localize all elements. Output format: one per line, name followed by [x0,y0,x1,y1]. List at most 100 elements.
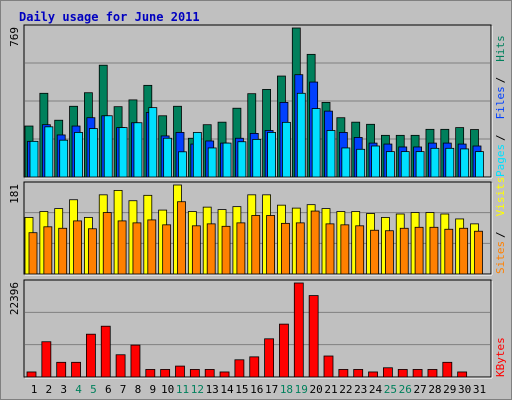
bar-sites-day-13 [206,223,216,275]
x-tick-label-25: 25 [384,383,397,396]
bar-pages-day-26 [400,151,410,178]
bar-pages-day-14 [222,142,232,178]
legend-sites: Sites [494,241,507,274]
bar-kbytes-day-9 [145,369,156,378]
x-tick-label-8: 8 [135,383,142,396]
bar-kbytes-day-4 [71,361,81,378]
x-tick-label-4: 4 [75,383,82,396]
x-tick-label-29: 29 [443,383,456,396]
bar-pages-day-21 [326,130,336,178]
bar-sites-day-21 [325,223,335,275]
bar-pages-day-6 [103,115,113,178]
bar-sites-day-12 [191,225,201,275]
legend-separator: / [494,231,507,238]
bar-pages-day-11 [178,151,187,178]
x-tick-label-13: 13 [206,383,219,396]
bar-pages-day-28 [430,147,440,178]
bar-sites-day-1 [28,232,38,275]
bar-sites-day-14 [221,225,231,275]
bar-pages-day-10 [163,137,173,178]
bar-kbytes-day-26 [397,369,408,378]
y-max-label: 22396 [8,282,21,315]
y-max-label: 769 [8,27,21,47]
chart-title: Daily usage for June 2011 [19,10,200,24]
bar-pages-day-16 [252,139,262,178]
legend-visits: Visits [494,177,507,217]
bar-kbytes-day-3 [56,361,67,378]
bar-sites-day-28 [429,226,439,275]
bar-pages-day-13 [207,147,217,178]
bar-pages-day-15 [237,141,247,178]
x-tick-label-28: 28 [428,383,441,396]
x-tick-label-26: 26 [399,383,412,396]
x-tick-label-2: 2 [46,383,53,396]
x-tick-label-31: 31 [473,383,486,396]
bar-pages-day-17 [267,132,277,178]
bar-sites-day-4 [73,220,82,275]
bar-pages-day-25 [385,151,395,178]
bar-kbytes-day-22 [338,369,349,378]
bar-kbytes-day-14 [219,371,230,378]
bar-pages-day-19 [296,92,306,178]
y-max-label: 181 [8,184,21,204]
x-tick-label-20: 20 [310,383,323,396]
bar-sites-day-29 [444,228,454,275]
x-tick-label-18: 18 [280,383,293,396]
x-tick-label-24: 24 [369,383,383,396]
x-tick-label-19: 19 [295,383,308,396]
bar-kbytes-day-23 [353,369,364,378]
legend-files: Files [494,86,507,119]
bar-pages-day-12 [192,132,202,178]
bar-sites-day-5 [88,228,97,275]
bar-kbytes-day-29 [442,361,453,378]
bar-kbytes-day-28 [427,369,438,378]
bar-pages-day-22 [341,147,351,178]
x-tick-label-30: 30 [458,383,471,396]
bar-kbytes-day-13 [204,369,215,378]
bar-sites-day-23 [355,225,365,275]
legend-separator: / [494,77,507,84]
bar-pages-day-2 [44,126,54,178]
bar-sites-day-18 [281,222,290,275]
bar-kbytes-day-1 [26,371,37,378]
bar-pages-day-18 [282,121,291,178]
bar-kbytes-day-19 [293,282,304,378]
bar-sites-day-31 [474,230,483,275]
legend-hits: Hits [494,35,507,62]
bar-pages-day-4 [74,132,83,178]
bar-kbytes-day-12 [189,369,200,378]
x-tick-label-10: 10 [161,383,174,396]
bar-kbytes-day-30 [457,371,468,378]
bar-sites-day-30 [459,227,469,275]
bar-kbytes-day-7 [115,354,126,378]
bar-sites-day-16 [251,215,261,275]
bar-pages-day-31 [475,151,484,178]
bar-kbytes-day-2 [41,341,52,378]
bar-pages-day-8 [133,122,143,178]
bar-pages-day-3 [59,139,69,178]
bar-pages-day-5 [89,128,98,178]
bar-sites-day-15 [236,222,246,275]
bar-pages-day-7 [118,127,128,178]
bar-kbytes-day-27 [412,369,423,378]
bar-sites-day-9 [147,219,157,275]
x-tick-label-5: 5 [90,383,97,396]
bar-pages-day-27 [415,151,425,178]
bar-sites-day-25 [384,230,394,275]
x-tick-label-1: 1 [31,383,38,396]
legend-separator: / [494,134,507,141]
x-tick-label-23: 23 [354,383,367,396]
bar-pages-day-24 [371,145,380,178]
bar-kbytes-day-20 [308,295,319,378]
bar-kbytes-day-21 [323,355,334,378]
bar-sites-day-3 [58,227,68,275]
x-tick-label-6: 6 [105,383,112,396]
bar-sites-day-27 [414,226,424,275]
bar-sites-day-19 [295,222,305,275]
bar-sites-day-24 [370,229,379,275]
bar-sites-day-22 [340,224,350,275]
bar-sites-day-17 [266,215,276,275]
bar-kbytes-day-17 [264,338,275,378]
bar-sites-day-8 [132,222,142,275]
